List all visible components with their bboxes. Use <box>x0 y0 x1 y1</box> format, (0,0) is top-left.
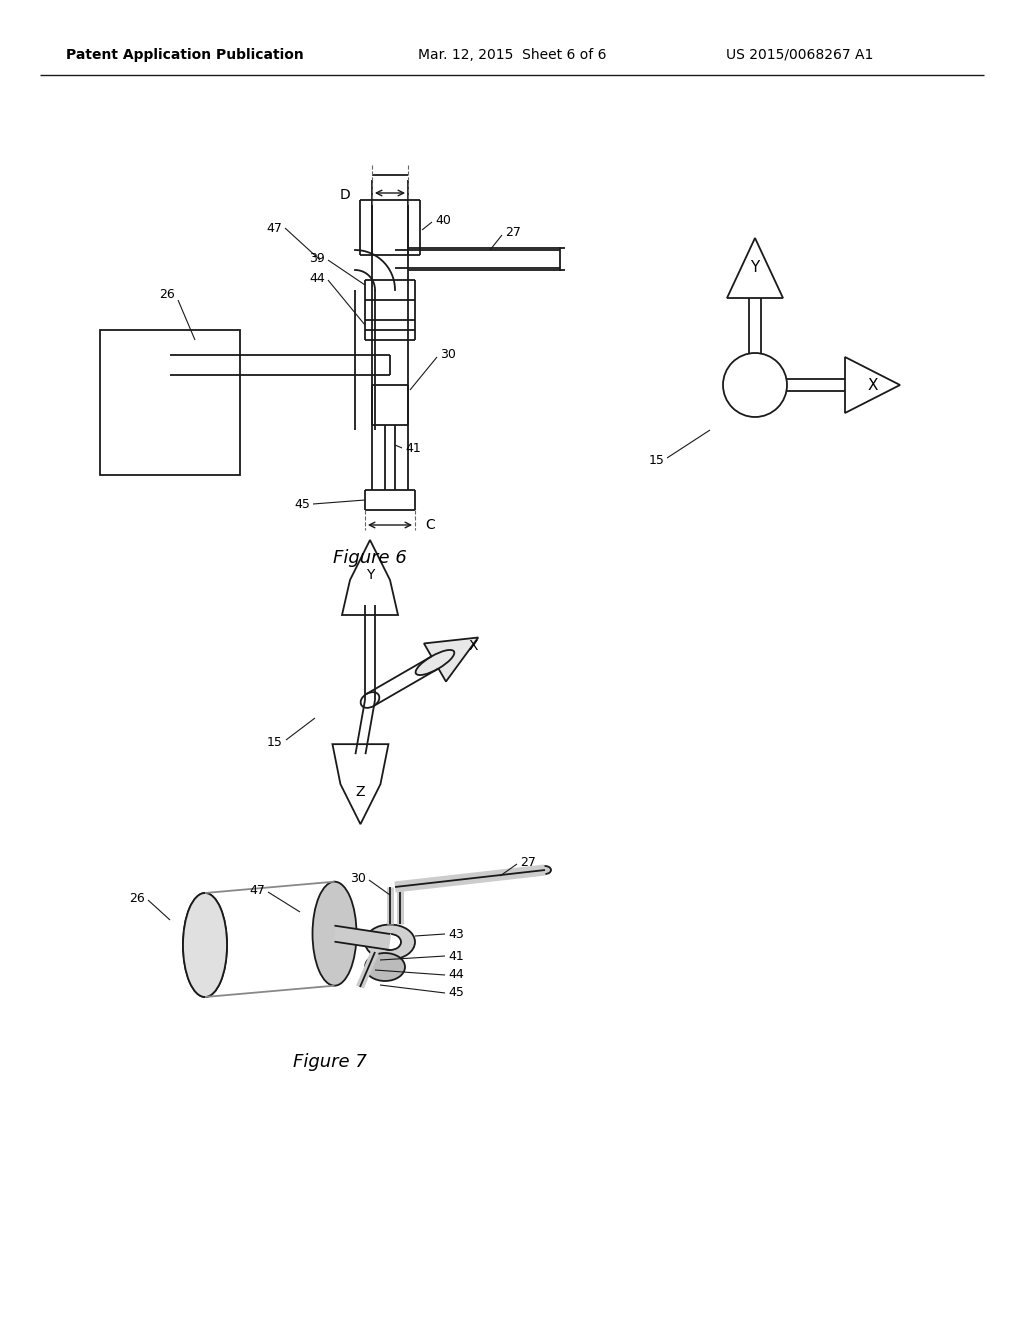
Ellipse shape <box>183 894 227 997</box>
Text: 30: 30 <box>440 348 456 362</box>
Polygon shape <box>333 744 388 824</box>
Text: 27: 27 <box>505 226 521 239</box>
Polygon shape <box>845 356 900 413</box>
Text: 41: 41 <box>406 441 421 454</box>
Polygon shape <box>342 540 398 615</box>
Ellipse shape <box>360 692 379 708</box>
Ellipse shape <box>365 953 406 981</box>
Ellipse shape <box>539 866 551 874</box>
Text: Y: Y <box>366 568 374 582</box>
Bar <box>100 330 240 475</box>
Text: 43: 43 <box>449 928 464 940</box>
Text: 44: 44 <box>309 272 325 285</box>
Circle shape <box>723 352 787 417</box>
Ellipse shape <box>379 935 401 950</box>
Text: Patent Application Publication: Patent Application Publication <box>67 48 304 62</box>
Text: 27: 27 <box>520 855 536 869</box>
Text: 41: 41 <box>449 949 464 962</box>
Text: Y: Y <box>751 260 760 276</box>
Text: 44: 44 <box>449 969 464 982</box>
Text: 47: 47 <box>266 222 282 235</box>
Text: 47: 47 <box>249 883 265 896</box>
Text: 45: 45 <box>449 986 464 999</box>
Text: 26: 26 <box>129 891 145 904</box>
Ellipse shape <box>183 894 227 997</box>
Text: 15: 15 <box>267 735 283 748</box>
Text: 26: 26 <box>160 289 175 301</box>
Text: Figure 6: Figure 6 <box>333 549 407 568</box>
Text: 39: 39 <box>309 252 325 264</box>
Polygon shape <box>424 638 478 681</box>
Text: D: D <box>339 187 350 202</box>
Text: 40: 40 <box>435 214 451 227</box>
Text: X: X <box>867 378 879 392</box>
Text: 30: 30 <box>350 871 366 884</box>
Text: X: X <box>469 639 478 652</box>
Polygon shape <box>727 238 783 298</box>
Text: 15: 15 <box>649 454 665 466</box>
Text: US 2015/0068267 A1: US 2015/0068267 A1 <box>726 48 873 62</box>
Text: Mar. 12, 2015  Sheet 6 of 6: Mar. 12, 2015 Sheet 6 of 6 <box>418 48 606 62</box>
Ellipse shape <box>416 649 455 675</box>
Text: 45: 45 <box>294 499 310 511</box>
Text: C: C <box>425 517 435 532</box>
Ellipse shape <box>312 882 356 986</box>
Text: Figure 7: Figure 7 <box>293 1053 367 1071</box>
Text: Z: Z <box>355 785 366 799</box>
Ellipse shape <box>365 924 415 960</box>
